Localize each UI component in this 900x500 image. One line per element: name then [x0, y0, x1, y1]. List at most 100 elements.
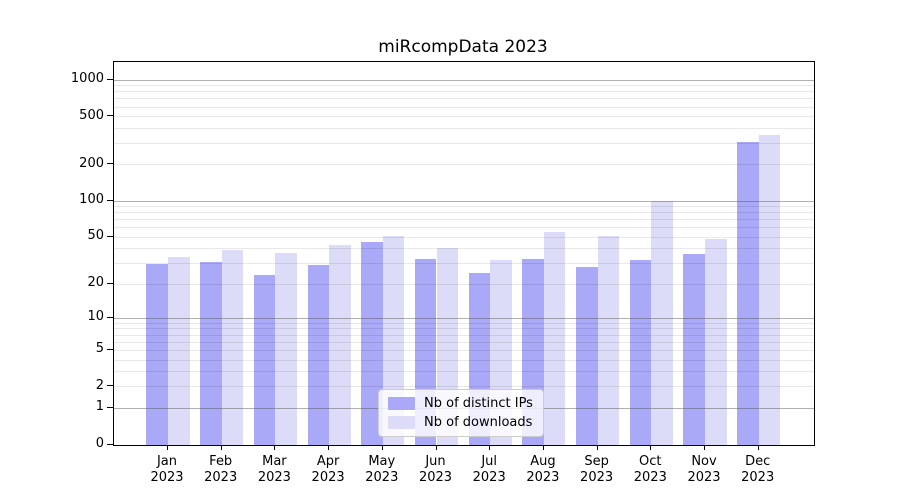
x-tick-label-year: 2023	[633, 470, 667, 485]
x-tick-label: Oct 2023	[618, 454, 682, 486]
bar-distinct-ips	[576, 267, 598, 445]
gridline-minor	[114, 206, 814, 208]
x-tick-label-month: Feb	[209, 454, 233, 469]
y-tick-mark	[107, 163, 113, 165]
x-tick-label-month: Jul	[481, 454, 498, 469]
bar-downloads	[705, 239, 727, 445]
x-tick-label: Dec 2023	[726, 454, 790, 486]
x-tick-label-year: 2023	[526, 470, 560, 485]
bar-distinct-ips	[683, 254, 705, 445]
legend-row-distinct-ips: Nb of distinct IPs	[388, 396, 533, 411]
x-tick-label: Jul 2023	[457, 454, 521, 486]
x-tick-label-month: Oct	[639, 454, 662, 469]
x-tick-label: Jan 2023	[135, 454, 199, 486]
x-tick-label-month: Aug	[530, 454, 556, 469]
y-tick-label: 5	[95, 341, 104, 357]
y-tick-label: 0	[95, 436, 104, 451]
gridline-minor	[114, 219, 814, 221]
x-tick-mark	[542, 445, 544, 450]
x-tick-label-year: 2023	[311, 470, 345, 485]
plot-area: Nb of distinct IPs Nb of downloads	[113, 61, 815, 446]
bar-distinct-ips	[307, 265, 330, 445]
x-tick-label-month: Mar	[262, 454, 287, 469]
x-tick-mark	[489, 445, 491, 450]
y-tick-label: 1000	[70, 71, 104, 87]
legend: Nb of distinct IPs Nb of downloads	[378, 389, 544, 437]
y-tick-mark	[107, 235, 113, 237]
x-tick-mark	[650, 445, 652, 450]
gridline-minor	[114, 236, 814, 238]
legend-row-downloads: Nb of downloads	[388, 415, 533, 430]
x-tick-label: Aug 2023	[511, 454, 575, 486]
gridline-minor	[114, 85, 814, 87]
x-tick-label: Jun 2023	[404, 454, 468, 486]
bar-distinct-ips	[737, 141, 759, 445]
gridline-minor	[114, 98, 814, 100]
bar-downloads	[651, 201, 673, 445]
bar-downloads	[597, 236, 620, 445]
bar-downloads	[168, 257, 190, 445]
gridline-major	[114, 200, 814, 202]
x-tick-mark	[328, 445, 330, 450]
y-tick-label: 200	[79, 155, 104, 171]
x-tick-label-year: 2023	[472, 470, 506, 485]
x-tick-mark	[704, 445, 705, 450]
y-tick-label: 100	[79, 192, 104, 208]
bar-distinct-ips	[200, 261, 222, 445]
gridline-minor	[114, 116, 814, 118]
x-tick-label: Feb 2023	[189, 454, 253, 486]
x-tick-label: Sep 2023	[565, 454, 629, 486]
gridline-minor	[114, 91, 814, 93]
x-tick-label-month: Jun	[425, 454, 446, 469]
y-tick-mark	[107, 199, 113, 201]
bar-downloads	[329, 245, 351, 445]
gridline-minor	[114, 227, 814, 229]
y-tick-label: 500	[79, 107, 104, 123]
x-tick-label: Nov 2023	[672, 454, 736, 486]
gridline-minor	[114, 143, 814, 145]
x-tick-label-year: 2023	[257, 470, 291, 485]
x-tick-mark	[435, 445, 437, 450]
x-tick-label-year: 2023	[418, 470, 453, 485]
x-tick-label-year: 2023	[150, 470, 184, 485]
gridline-minor	[114, 164, 814, 166]
y-tick-mark	[107, 282, 113, 284]
chart-title: miRcompData 2023	[378, 37, 548, 57]
gridline-minor	[114, 212, 814, 214]
x-tick-mark	[274, 445, 276, 450]
y-tick-label: 20	[87, 275, 104, 291]
legend-label-downloads: Nb of downloads	[424, 415, 533, 430]
x-tick-label-year: 2023	[580, 470, 614, 485]
x-tick-mark	[596, 445, 598, 450]
y-tick-label: 1	[95, 399, 104, 415]
bar-distinct-ips	[146, 263, 168, 445]
y-tick-label: 10	[87, 309, 104, 325]
legend-swatch-distinct-ips	[388, 397, 415, 410]
x-tick-label-month: May	[368, 454, 396, 469]
x-tick-label: Mar 2023	[242, 454, 306, 486]
x-tick-label-year: 2023	[204, 470, 238, 485]
y-tick-label: 2	[95, 377, 104, 393]
gridline-minor	[114, 127, 814, 129]
bar-distinct-ips	[629, 260, 652, 445]
x-tick-label-year: 2023	[365, 470, 399, 485]
x-tick-label: May 2023	[350, 454, 414, 486]
x-tick-label-month: Apr	[316, 454, 340, 469]
x-tick-mark	[757, 445, 759, 450]
bar-downloads	[758, 135, 781, 445]
y-tick-mark	[107, 406, 113, 408]
y-tick-mark	[107, 115, 113, 117]
x-tick-mark	[167, 445, 168, 450]
y-tick-mark	[107, 78, 113, 80]
y-tick-mark	[107, 348, 113, 350]
y-tick-mark	[107, 385, 113, 387]
x-tick-label-year: 2023	[741, 470, 775, 485]
x-tick-label-year: 2023	[687, 470, 721, 485]
x-tick-mark	[220, 445, 222, 450]
y-tick-mark	[107, 316, 113, 318]
bar-downloads	[275, 252, 297, 445]
x-tick-label: Apr 2023	[296, 454, 360, 486]
bar-downloads	[543, 232, 566, 445]
bar-distinct-ips	[253, 275, 276, 445]
